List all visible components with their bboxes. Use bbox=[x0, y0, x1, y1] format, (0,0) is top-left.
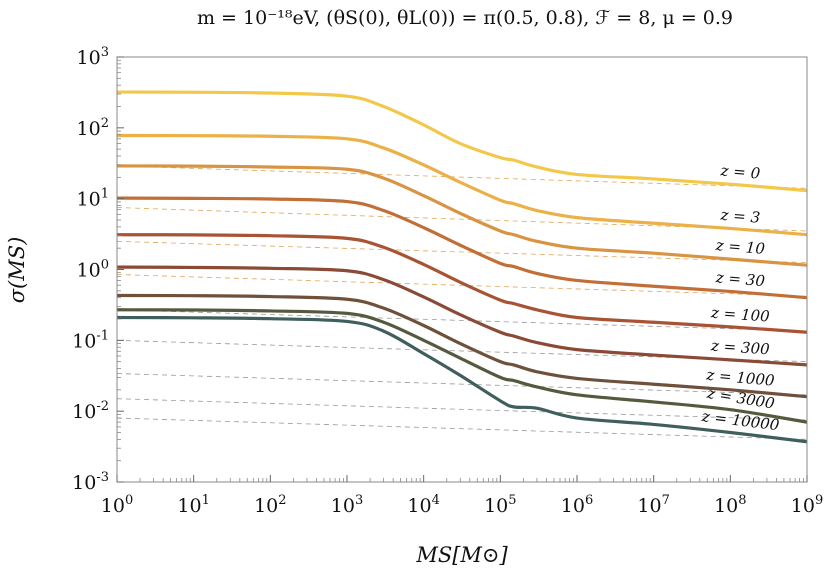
tick-label: 105 bbox=[484, 493, 516, 517]
series-label: z = 10 bbox=[714, 236, 766, 258]
tick-label: 10-3 bbox=[72, 470, 109, 494]
reference-line bbox=[116, 373, 808, 396]
chart-title: m = 10⁻¹⁸eV, (θS(0), θL(0)) = π(0.5, 0.8… bbox=[197, 7, 733, 29]
tick-label: 102 bbox=[254, 493, 286, 517]
series-line bbox=[116, 196, 808, 300]
reference-line bbox=[116, 165, 808, 189]
tick-label: 108 bbox=[714, 493, 746, 517]
y-axis-title: σ(MS) bbox=[5, 237, 29, 304]
tick-label: 101 bbox=[77, 187, 109, 211]
tick-label: 106 bbox=[561, 493, 593, 517]
series-line bbox=[116, 164, 808, 267]
series-label: z = 100 bbox=[709, 303, 770, 325]
series-label: z = 30 bbox=[714, 268, 766, 290]
series-label: z = 3 bbox=[719, 206, 761, 227]
series-line bbox=[116, 133, 808, 237]
tick-label: 109 bbox=[791, 493, 823, 517]
reference-line bbox=[116, 309, 808, 332]
tick-label: 100 bbox=[77, 258, 109, 282]
reference-line bbox=[116, 274, 808, 297]
series-line bbox=[116, 308, 808, 424]
reference-line bbox=[116, 207, 808, 232]
tick-label: 102 bbox=[77, 116, 109, 140]
reference-line bbox=[116, 240, 808, 264]
series-layer bbox=[116, 90, 808, 444]
tick-label: 100 bbox=[101, 493, 133, 517]
series-line bbox=[116, 233, 808, 334]
ticks-layer: 100 101 102 103 104 105 106 107 108 109 10-3 10-2 10… bbox=[72, 45, 823, 517]
series-line bbox=[116, 90, 808, 193]
series-line bbox=[116, 265, 808, 367]
reference-line bbox=[116, 339, 808, 363]
reference-line bbox=[116, 417, 808, 440]
series-line bbox=[116, 315, 808, 444]
series-label: z = 300 bbox=[709, 337, 770, 359]
series-line bbox=[116, 293, 808, 399]
x-axis-title: MS[M⊙] bbox=[415, 543, 508, 567]
tick-label: 104 bbox=[407, 493, 439, 517]
series-label: z = 0 bbox=[719, 161, 761, 182]
tick-label: 10-1 bbox=[72, 328, 109, 352]
tick-label: 103 bbox=[77, 45, 109, 69]
reference-line bbox=[116, 398, 808, 421]
reference-lines bbox=[116, 165, 808, 440]
tick-label: 103 bbox=[331, 493, 363, 517]
tick-label: 107 bbox=[637, 493, 669, 517]
tick-label: 101 bbox=[177, 493, 209, 517]
tick-label: 10-2 bbox=[72, 399, 109, 423]
